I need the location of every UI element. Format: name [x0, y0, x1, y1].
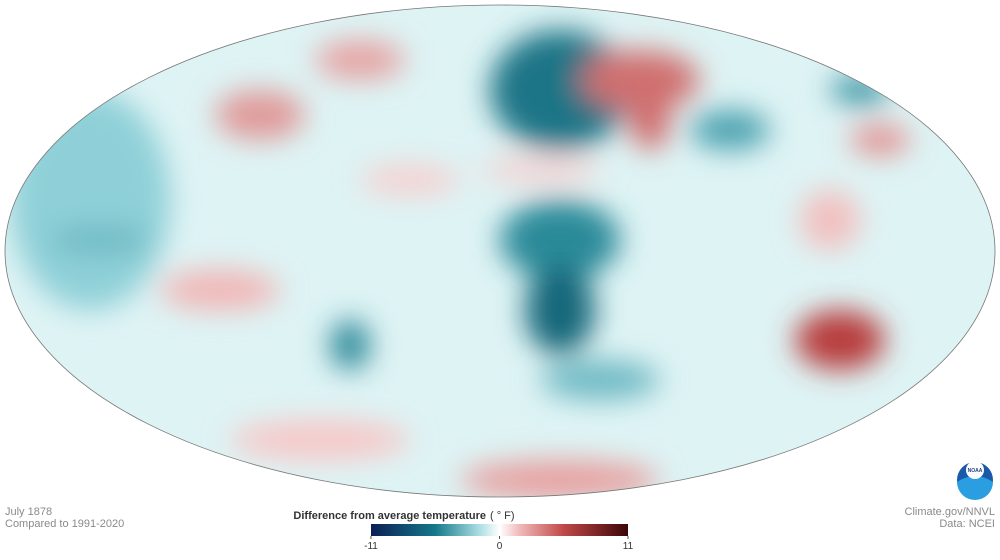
scale-tick-label: -11: [364, 541, 378, 552]
logo-text: NOAA: [968, 468, 983, 474]
globe-outline: [4, 4, 996, 498]
map-baseline: Compared to 1991-2020: [5, 518, 124, 530]
color-scale: [371, 524, 628, 536]
world-map: [5, 5, 995, 497]
map-date: July 1878: [5, 506, 52, 518]
legend-unit: ( ° F): [490, 510, 515, 522]
scale-tick-label: 0: [497, 541, 503, 552]
scale-tick-label: 11: [623, 541, 634, 552]
credit-source: Climate.gov/NNVL: [905, 506, 995, 518]
noaa-logo: NOAA: [957, 461, 993, 500]
legend-title: Difference from average temperature: [293, 510, 486, 522]
credit-data: Data: NCEI: [939, 518, 995, 530]
scale-ticks: -11 0 11: [364, 536, 634, 552]
